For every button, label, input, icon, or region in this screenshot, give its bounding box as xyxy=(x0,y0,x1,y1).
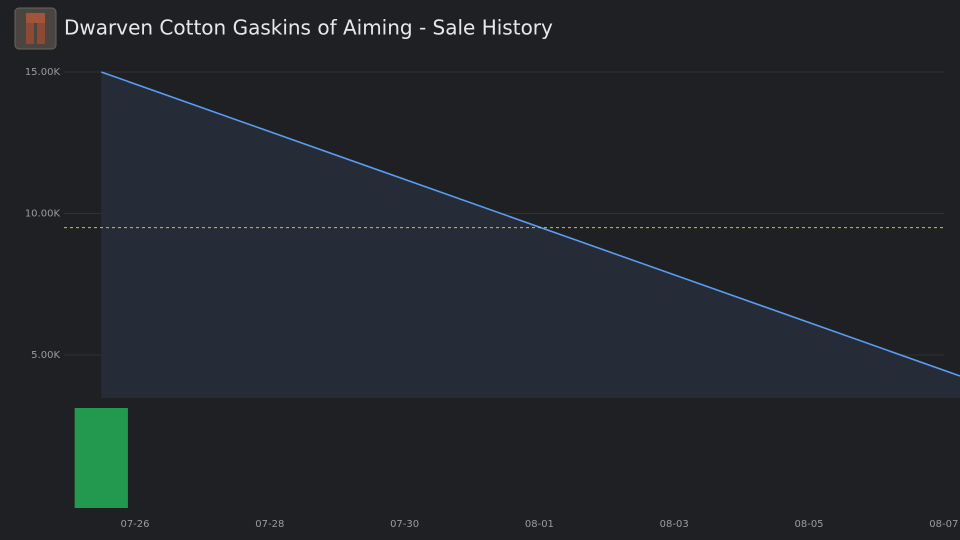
price-area xyxy=(101,72,960,398)
x-tick-label: 08-07 xyxy=(929,519,958,530)
price-line xyxy=(101,71,960,377)
y-tick-label: 15.00K xyxy=(25,67,61,78)
x-tick-label: 08-01 xyxy=(525,519,554,530)
x-tick-label: 07-26 xyxy=(120,519,149,530)
item-icon xyxy=(14,7,57,50)
y-tick-label: 5.00K xyxy=(31,350,60,361)
x-tick-label: 08-03 xyxy=(660,519,689,530)
volume-bar xyxy=(74,408,128,508)
x-tick-label: 07-28 xyxy=(255,519,284,530)
y-tick-label: 10.00K xyxy=(25,208,61,219)
x-tick-label: 08-05 xyxy=(794,519,823,530)
x-tick-label: 07-30 xyxy=(390,519,419,530)
chart-title: Dwarven Cotton Gaskins of Aiming - Sale … xyxy=(64,16,553,40)
